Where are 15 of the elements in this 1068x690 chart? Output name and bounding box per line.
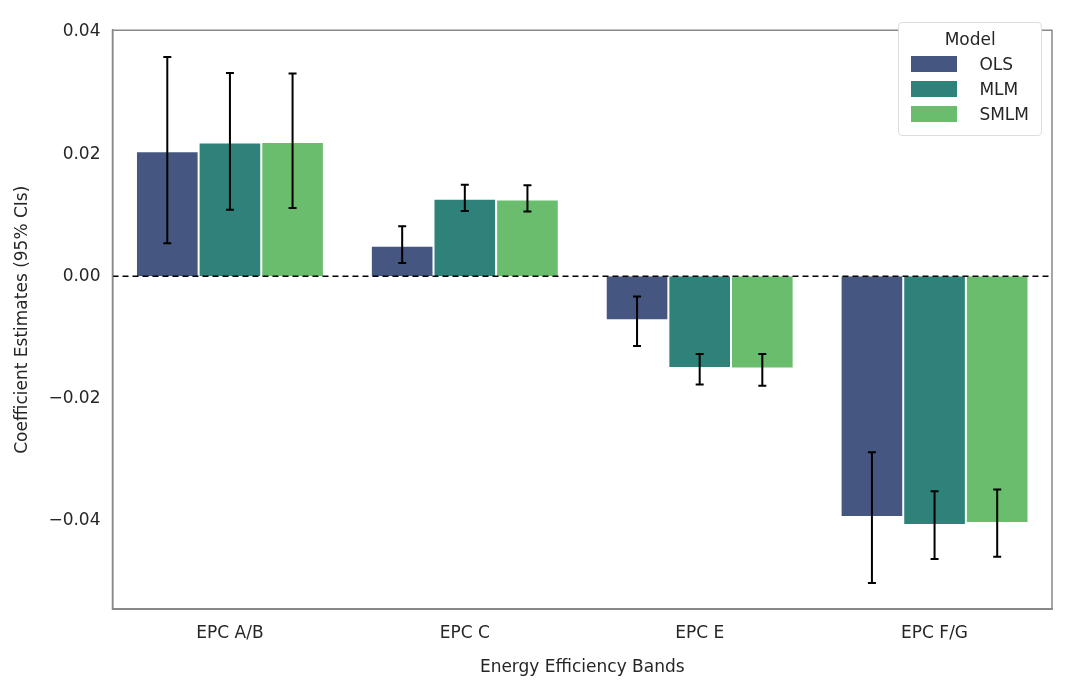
y-axis-title: Coefficient Estimates (95% CIs)	[10, 185, 31, 454]
x-axis-title: Energy Efficiency Bands	[479, 656, 685, 677]
x-tick-label: EPC F/G	[901, 621, 969, 642]
x-tick-label: EPC E	[675, 621, 725, 642]
legend-title: Model	[943, 29, 997, 49]
y-tick-label: 0.00	[62, 264, 101, 285]
legend-label: SMLM	[979, 104, 1029, 124]
x-tick-label: EPC C	[439, 621, 490, 642]
x-tick-label: EPC A/B	[196, 621, 264, 642]
legend-label: OLS	[979, 54, 1014, 74]
legend-label: MLM	[979, 79, 1019, 99]
y-tick-label: 0.02	[62, 142, 101, 163]
y-tick-label: −0.04	[48, 509, 101, 530]
y-tick-label: −0.02	[48, 386, 101, 407]
y-tick-label: 0.04	[62, 20, 101, 41]
